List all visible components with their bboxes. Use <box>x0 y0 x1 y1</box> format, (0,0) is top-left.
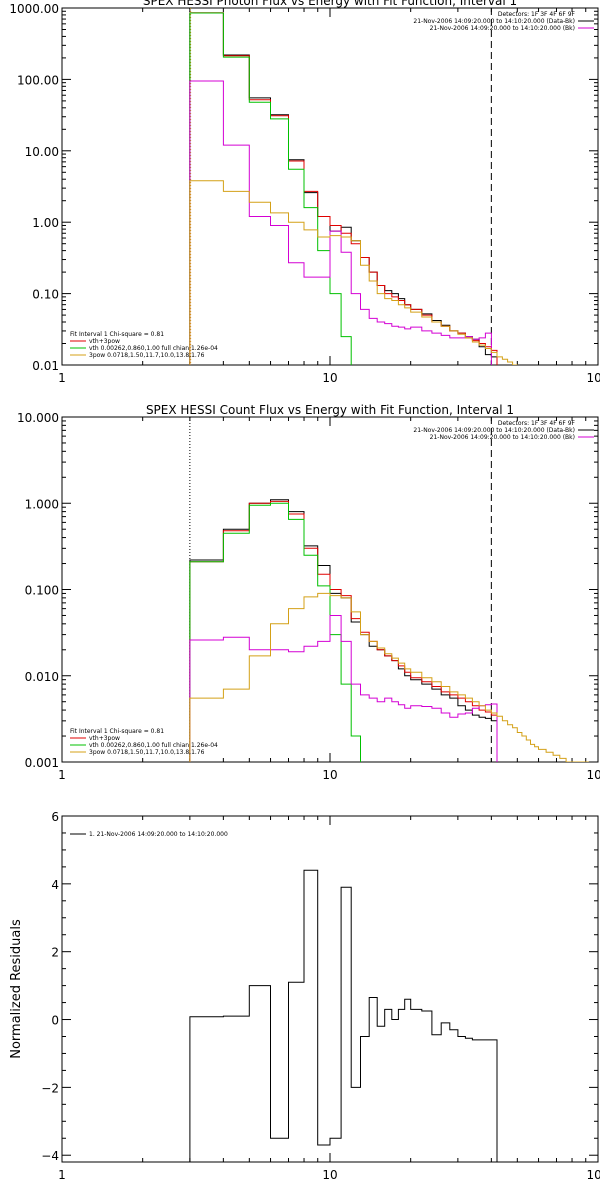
y-tick-label: 0 <box>51 1014 59 1028</box>
plot-frame <box>61 815 599 1163</box>
series-line-4 <box>189 615 498 762</box>
x-tick-label: 1 <box>58 371 66 385</box>
y-tick-label: 0.010 <box>25 670 59 684</box>
series-line-5 <box>189 592 589 762</box>
x-tick-label: 10 <box>322 768 337 782</box>
legend-entry-text: vth 0.00262,0.860,1.00 full chian 1.26e-… <box>89 345 218 352</box>
legend-entry-text: 1. 21-Nov-2006 14:09:20.000 to 14:10:20.… <box>89 831 228 838</box>
x-tick-label: 1 <box>58 1168 66 1182</box>
chart-title: SPEX HESSI Count Flux vs Energy with Fit… <box>146 403 514 417</box>
legend-entry-text: 21-Nov-2006 14:09:20.000 to 14:10:20.000… <box>430 434 575 441</box>
legend-entry-text: 3pow 0.0718,1.50,11.7,10.0,13.8,1.76 <box>89 749 205 756</box>
chart-3: Normalized Residuals 1 10 100 −4 −2 0 2 4 6 1. 21-… <box>9 810 600 1182</box>
y-tick-label: 1.00 <box>32 216 59 230</box>
x-tick-label: 100 <box>587 1168 600 1182</box>
series-group <box>189 499 589 762</box>
y-tick-label: 2 <box>51 946 59 960</box>
x-tick-label: 10 <box>322 1168 337 1182</box>
series-line-2 <box>189 500 498 762</box>
legend-entry-text: Detectors: 1F 3F 4F 6F 9F <box>498 420 576 427</box>
y-tick-label: 0.100 <box>25 584 59 598</box>
chart-2: SPEX HESSI Count Flux vs Energy with Fit… <box>17 403 600 782</box>
legend-entry-text: vth 0.00262,0.860,1.00 full chian 1.26e-… <box>89 742 218 749</box>
series-line-3 <box>189 502 361 762</box>
x-tick-label: 100 <box>587 768 600 782</box>
series-group <box>189 869 498 1162</box>
series-line-3 <box>189 12 352 365</box>
y-tick-label: 1.000 <box>25 497 59 511</box>
y-tick-label: 0.001 <box>25 756 59 770</box>
legend-entry-text: vth+3pow <box>89 338 120 345</box>
x-tick-label: 10 <box>322 371 337 385</box>
series-line-5 <box>189 180 518 365</box>
y-tick-label: 100.00 <box>17 73 59 87</box>
y-axis-label: Normalized Residuals <box>9 919 24 1059</box>
legend-entry-text: Fit Interval 1 Chi-square = 0.81 <box>70 331 164 338</box>
chart-title: SPEX HESSI Photon Flux vs Energy with Fi… <box>143 0 517 8</box>
chart-1: SPEX HESSI Photon Flux vs Energy with Fi… <box>9 0 600 385</box>
y-tick-label: −2 <box>41 1081 59 1095</box>
series-group <box>189 12 518 365</box>
legend-entry-text: 3pow 0.0718,1.50,11.7,10.0,13.8,1.76 <box>89 352 205 359</box>
legend-entry-text: 21-Nov-2006 14:09:20.000 to 14:10:20.000… <box>413 427 575 434</box>
series-line-1 <box>189 499 498 762</box>
series-line-1 <box>189 869 498 1162</box>
legend-entry-text: 21-Nov-2006 14:09:20.000 to 14:10:20.000… <box>413 18 575 25</box>
y-tick-label: 10.00 <box>25 145 59 159</box>
plot-frame <box>61 7 599 366</box>
legend-entry-text: vth+3pow <box>89 735 120 742</box>
y-tick-label: 0.10 <box>32 288 59 302</box>
y-tick-label: −4 <box>41 1149 59 1163</box>
series-line-4 <box>189 80 492 365</box>
legend-entry-text: Fit Interval 1 Chi-square = 0.81 <box>70 728 164 735</box>
x-tick-label: 1 <box>58 768 66 782</box>
y-tick-label: 10.000 <box>17 411 59 425</box>
y-tick-label: 6 <box>51 810 59 824</box>
legend-entry-text: 21-Nov-2006 14:09:20.000 to 14:10:20.000… <box>430 25 575 32</box>
legend-entry-text: Detectors: 1F 3F 4F 6F 9F <box>498 11 576 18</box>
y-tick-label: 4 <box>51 878 59 892</box>
y-tick-label: 1000.00 <box>9 2 59 16</box>
x-tick-label: 100 <box>587 371 600 385</box>
y-tick-label: 0.01 <box>32 359 59 373</box>
